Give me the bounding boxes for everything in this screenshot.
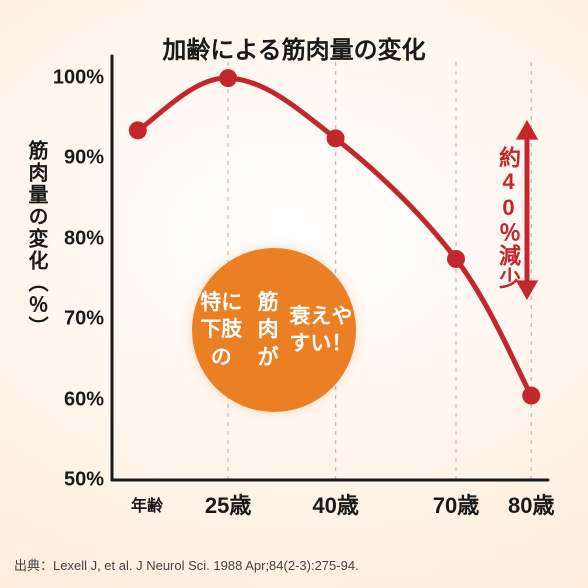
callout-line: 特に下肢の xyxy=(192,289,251,371)
citation-text: 出典：Lexell J, et al. J Neurol Sci. 1988 A… xyxy=(14,555,359,574)
callout-circle: 特に下肢の筋肉が衰えやすい！ xyxy=(192,248,356,412)
reduction-annotation: 約40％減少 xyxy=(492,146,524,290)
callout-line: 衰えやすい！ xyxy=(286,303,356,358)
callout-line: 筋肉が xyxy=(251,289,286,371)
